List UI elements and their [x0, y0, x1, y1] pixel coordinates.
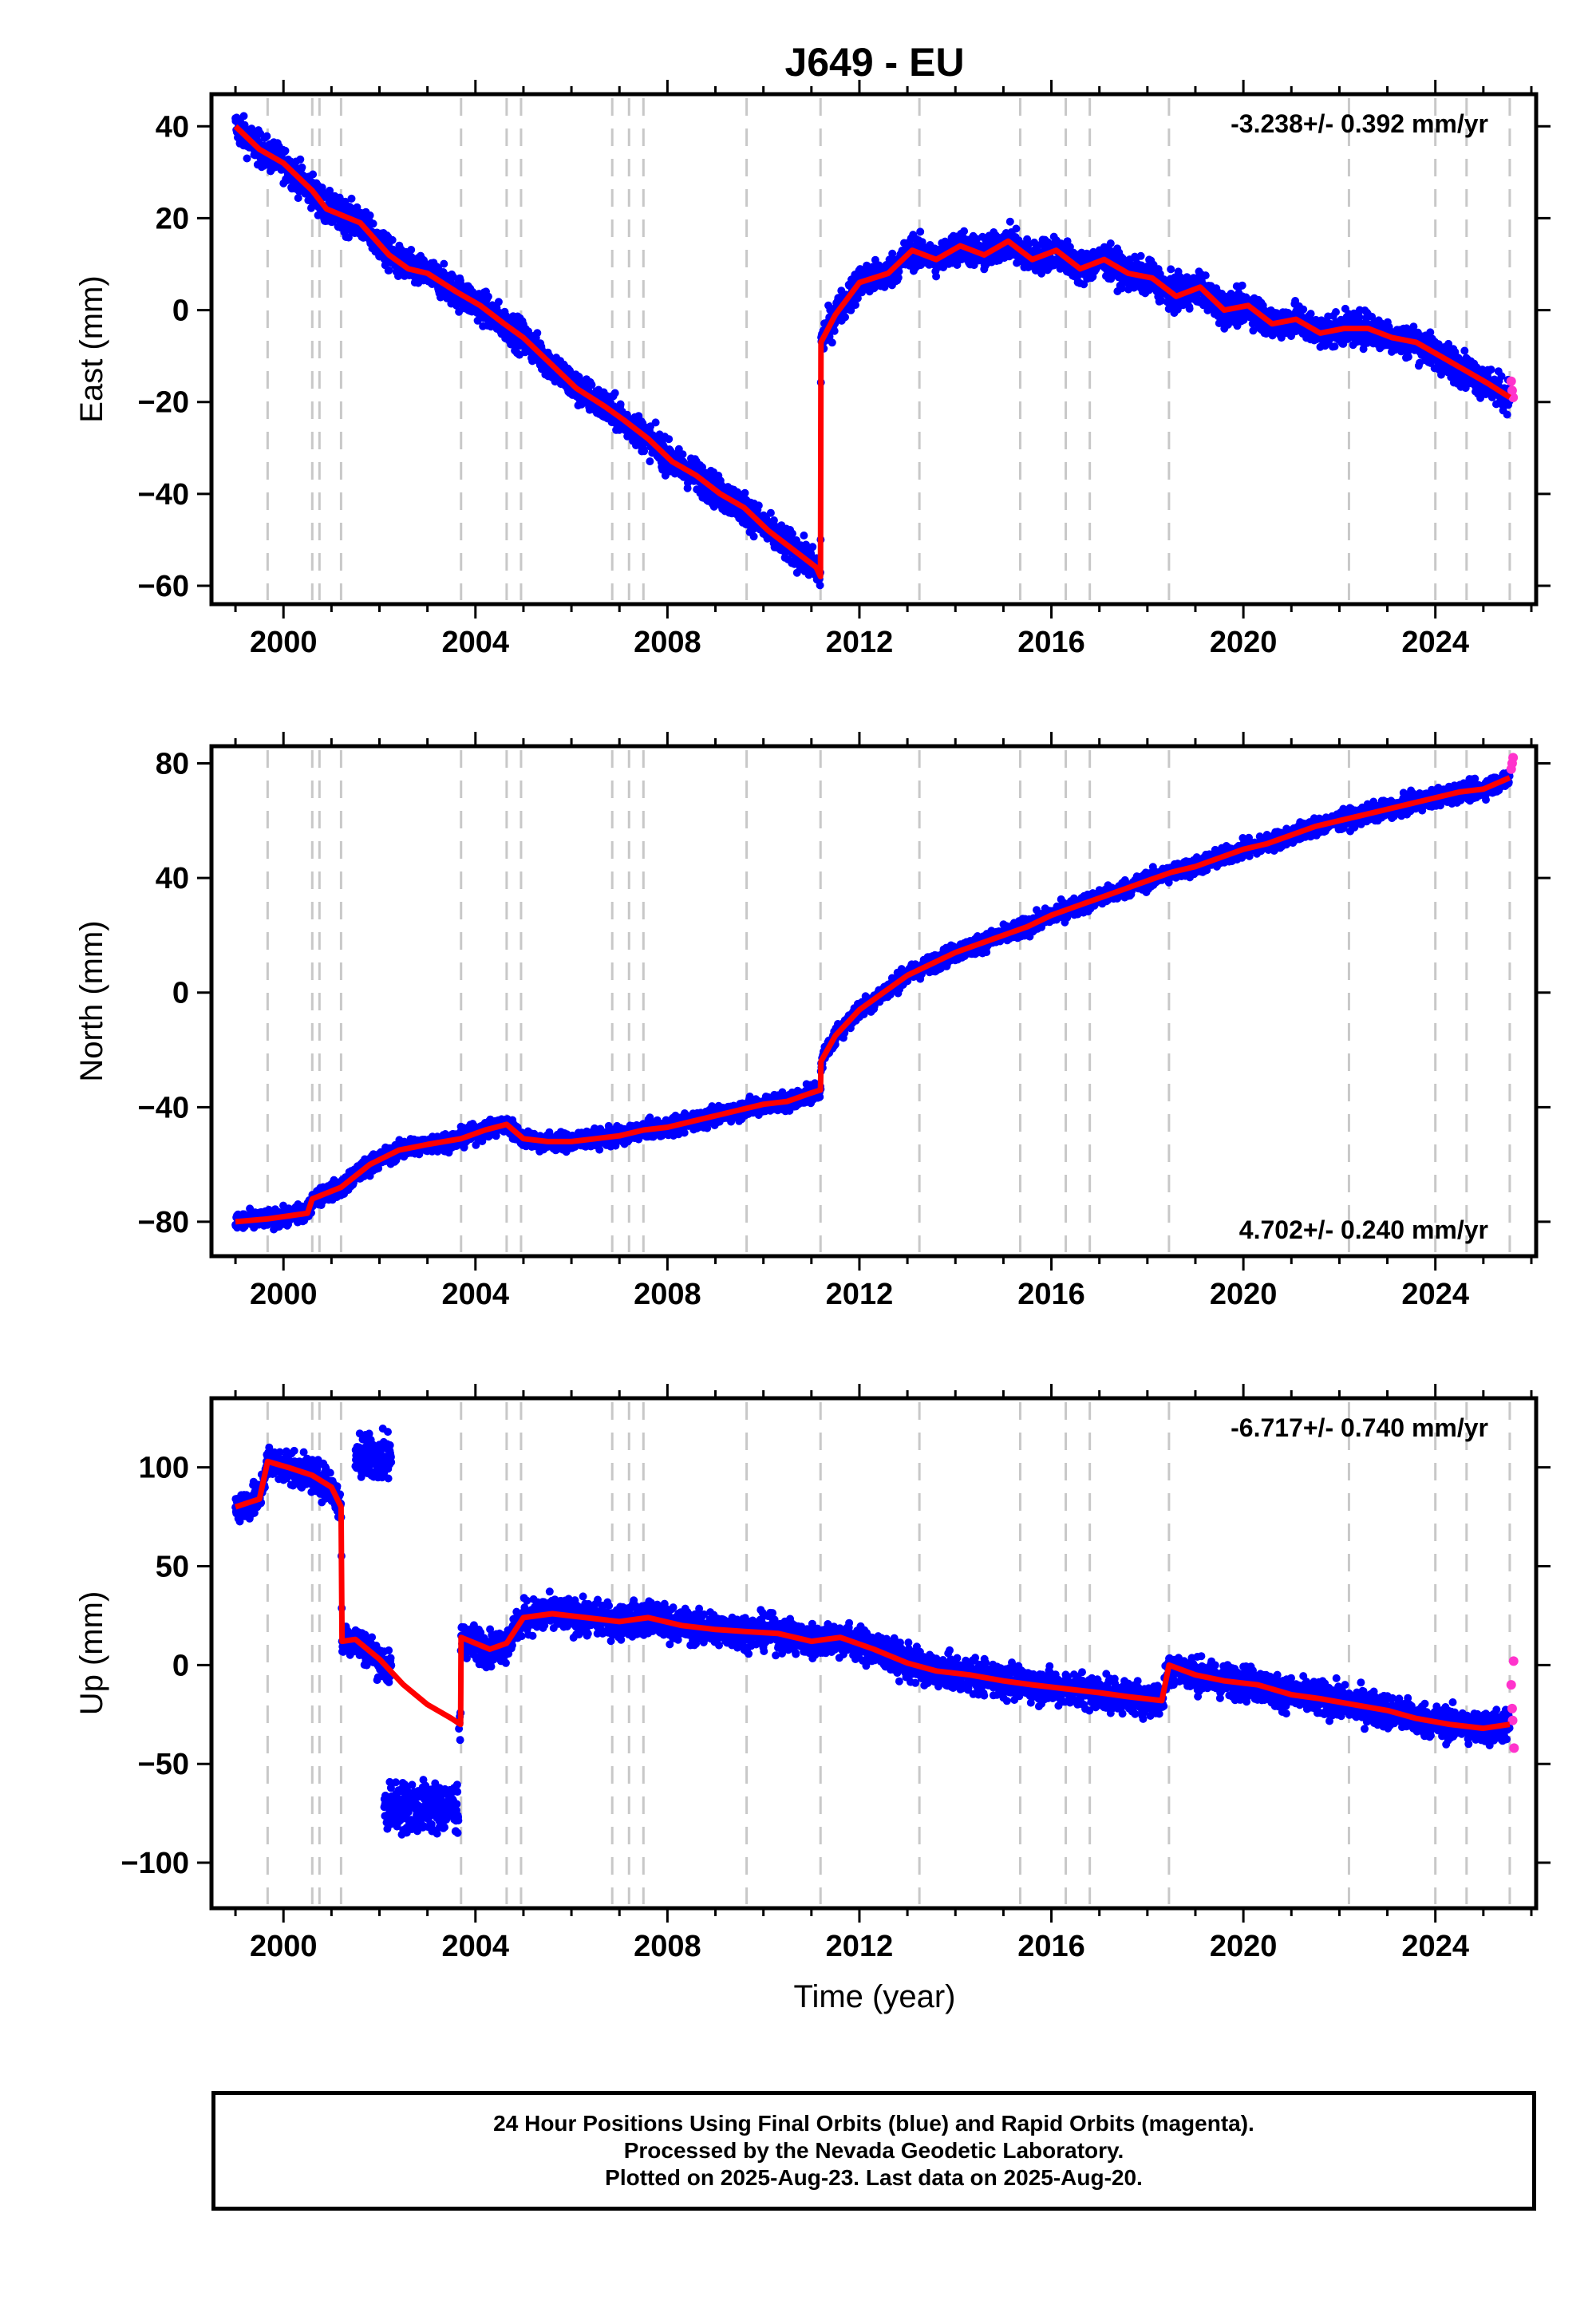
rapid-orbit-point — [1508, 1656, 1519, 1666]
gps-timeseries-chart: J649 - EU 40 20 0 −20 −40 −60 East (mm) 2000 200… — [74, 40, 1551, 2014]
panels-root: 40 20 0 −20 −40 −60 East (mm) 2000 2004 2008 2012 2… — [74, 80, 1551, 1963]
x-axis-title: Time (year) — [794, 1979, 956, 2014]
x-tick-label: 2016 — [1017, 1278, 1085, 1311]
rapid-orbit-point — [1508, 392, 1519, 402]
y-tick-label: 0 — [172, 977, 189, 1010]
footer-box: 24 Hour Positions Using Final Orbits (bl… — [211, 2091, 1536, 2211]
x-tick-label: 2012 — [826, 1930, 894, 1963]
y-tick-label: −100 — [120, 1847, 189, 1880]
x-tick-label: 2024 — [1401, 1278, 1469, 1311]
x-tick-label: 2004 — [442, 1278, 510, 1311]
y-tick-label: 0 — [172, 294, 189, 328]
footer-line-2: Processed by the Nevada Geodetic Laborat… — [623, 2138, 1124, 2163]
chart-title: J649 - EU — [784, 40, 964, 85]
y-tick-label: 50 — [156, 1551, 189, 1584]
model-fit-line-up — [235, 1458, 1511, 1732]
final-orbit-points-up — [231, 1425, 1514, 1839]
footer-line-3: Plotted on 2025-Aug-23. Last data on 202… — [605, 2165, 1143, 2190]
panel-frame — [209, 1396, 1539, 1911]
x-tick-label: 2012 — [826, 626, 894, 659]
x-tick-label: 2008 — [634, 1278, 701, 1311]
y-tick-label: 80 — [156, 748, 189, 781]
panel-frame — [209, 744, 1539, 1259]
model-fit-line-north — [235, 775, 1511, 1225]
x-tick-label: 2020 — [1210, 1278, 1278, 1311]
plot-area-up — [231, 1425, 1519, 1839]
model-fit-line-east — [233, 124, 1511, 579]
rapid-orbit-point — [1506, 1680, 1516, 1690]
y-tick-label: 0 — [172, 1649, 189, 1682]
x-tick-label: 2016 — [1017, 1930, 1085, 1963]
y-tick-label: −50 — [138, 1748, 189, 1781]
x-tick-label: 2004 — [442, 1930, 510, 1963]
x-tick-label: 2008 — [634, 626, 701, 659]
y-tick-label: −80 — [138, 1206, 189, 1239]
x-tick-label: 2020 — [1210, 626, 1278, 659]
rate-label: 4.702+/- 0.240 mm/yr — [1239, 1215, 1488, 1244]
x-tick-label: 2024 — [1401, 1930, 1469, 1963]
x-tick-label: 2020 — [1210, 1930, 1278, 1963]
x-tick-label: 2024 — [1401, 626, 1469, 659]
x-tick-label: 2016 — [1017, 626, 1085, 659]
rapid-orbit-point — [1506, 376, 1516, 386]
panel-north: 80 40 0 −40 −80 North (mm) 2000 2004 2008 2012 201… — [74, 732, 1551, 1311]
x-tick-label: 2000 — [250, 626, 318, 659]
y-axis-label: East (mm) — [74, 275, 109, 422]
final-orbit-points-east — [231, 112, 1514, 590]
panel-up: 100 50 0 −50 −100 Up (mm) 2000 2004 2008 2012 2016… — [74, 1384, 1551, 1963]
y-tick-label: −20 — [138, 386, 189, 420]
y-tick-label: 100 — [139, 1452, 189, 1485]
plot-area-north — [231, 753, 1519, 1234]
y-tick-label: −60 — [138, 570, 189, 603]
x-tick-label: 2000 — [250, 1278, 318, 1311]
rate-label: -3.238+/- 0.392 mm/yr — [1231, 109, 1488, 138]
panel-frame — [209, 92, 1539, 607]
rapid-orbit-point — [1507, 1715, 1518, 1725]
y-tick-label: −40 — [138, 478, 189, 512]
y-tick-label: 40 — [156, 862, 189, 895]
y-axis-label: Up (mm) — [74, 1591, 109, 1716]
y-tick-label: 20 — [156, 202, 189, 235]
y-axis-label: North (mm) — [74, 920, 109, 1081]
plot-area-east — [231, 112, 1519, 590]
x-tick-label: 2008 — [634, 1930, 701, 1963]
footer-line-1: 24 Hour Positions Using Final Orbits (bl… — [493, 2111, 1254, 2136]
rate-label: -6.717+/- 0.740 mm/yr — [1231, 1413, 1488, 1442]
panel-east: 40 20 0 −20 −40 −60 East (mm) 2000 2004 2008 2012 2… — [74, 80, 1551, 659]
rapid-orbit-point — [1508, 753, 1519, 763]
rapid-orbit-point — [1509, 1743, 1519, 1753]
x-tick-label: 2004 — [442, 626, 510, 659]
x-tick-label: 2000 — [250, 1930, 318, 1963]
y-tick-label: −40 — [138, 1091, 189, 1124]
x-tick-label: 2012 — [826, 1278, 894, 1311]
rapid-orbit-point — [1507, 1703, 1517, 1713]
y-tick-label: 40 — [156, 110, 189, 144]
